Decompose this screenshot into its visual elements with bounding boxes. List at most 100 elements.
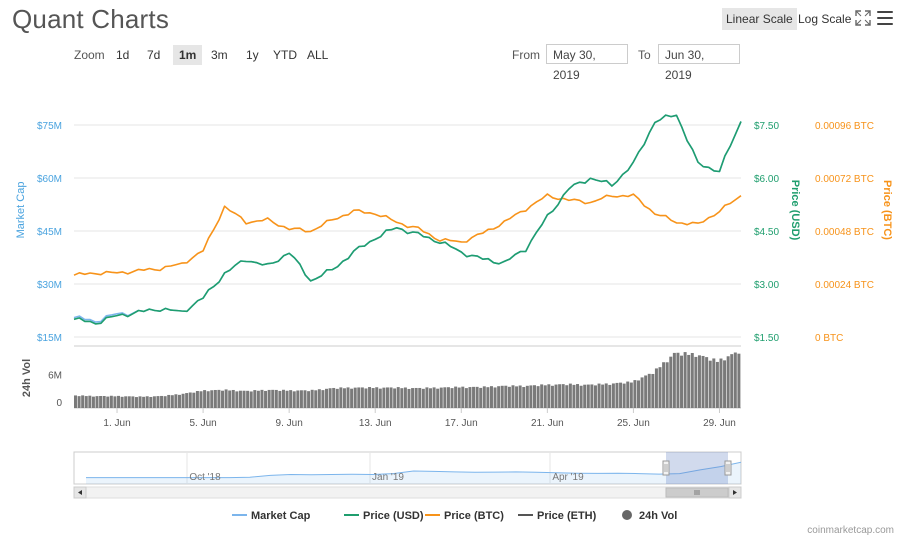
volume-bar [152,396,156,408]
legend-item[interactable]: 24h Vol [622,510,677,522]
volume-bar [289,390,293,408]
zoom-label: Zoom [74,48,105,62]
volume-bar [74,395,77,408]
zoom-button-1m[interactable]: 1m [173,45,203,65]
volume-bar [127,396,131,408]
volume-bar [457,387,461,408]
scroll-right-icon [733,490,737,495]
legend-item[interactable]: Price (ETH) [518,510,597,522]
legend-item[interactable]: Price (BTC) [425,510,504,522]
volume-bar [378,388,382,408]
volume-bar [325,388,329,408]
volume-bar [167,394,171,408]
volume-bar [547,384,551,408]
navigator-frame [73,451,742,485]
volume-bar [350,388,354,408]
volume-bar [701,355,705,408]
volume-bar [407,388,411,408]
legend-label: Price (BTC) [444,510,504,522]
price-usd-line [73,114,742,325]
legend-item[interactable]: Market Cap [232,510,311,522]
volume-bar [256,390,260,408]
navigator-line [86,461,742,479]
volume-bar [142,396,146,408]
volume-bar [339,387,343,408]
volume-bar [199,391,203,408]
volume-bar [253,390,257,408]
fullscreen-icon[interactable] [855,10,871,26]
volume-bar [195,391,199,408]
volume-bar [694,356,698,408]
volume-bar [558,384,562,408]
volume-bar [446,387,450,408]
zoom-button-1d[interactable]: 1d [116,48,130,62]
volume-bar [665,362,669,408]
navigator-label: Oct '18 [189,472,221,483]
menu-icon[interactable] [877,11,893,25]
volume-bar [192,392,196,408]
volume-bar [113,396,117,408]
volume-bar [479,387,483,408]
price-btc-tick-label: 0.00024 BTC [815,280,874,291]
volume-bar [730,354,734,408]
navigator-handle[interactable] [662,460,670,476]
volume-bar [644,375,648,408]
x-tick-label: 1. Jun [103,418,130,429]
price-btc-tick-label: 0.00048 BTC [815,227,874,238]
volume-bar [228,390,232,408]
volume-bar [170,395,174,408]
volume-bar [274,389,278,408]
volume-bar [601,384,605,408]
price-usd-tick-label: $1.50 [754,333,779,344]
price-btc-tick-label: 0.00072 BTC [815,174,874,185]
volume-bar [719,358,723,408]
volume-bar [482,386,486,408]
x-tick-label: 9. Jun [276,418,303,429]
price-usd-tick-label: $7.50 [754,121,779,132]
volume-bar [264,390,268,408]
volume-bar [389,387,393,408]
market-cap-axis-label: Market Cap [15,182,27,239]
volume-bar [160,395,164,408]
volume-bar [281,389,285,408]
volume-bar [647,373,651,408]
volume-bar [543,385,547,408]
from-date-input[interactable]: May 30, 2019 [546,44,628,82]
volume-bar [493,387,497,408]
to-date-input[interactable]: Jun 30, 2019 [658,44,740,82]
zoom-button-1y[interactable]: 1y [246,48,259,62]
zoom-button-7d[interactable]: 7d [147,48,161,62]
volume-bar [590,384,594,408]
volume-bar [124,396,128,408]
navigator-area [86,462,741,484]
log-scale-button[interactable]: Log Scale [798,12,852,26]
volume-bar [572,384,576,408]
volume-bar [576,384,580,408]
volume-bar [99,396,103,408]
volume-bar [174,394,178,408]
volume-bar [550,385,554,408]
volume-bar [436,388,440,408]
volume-bar [705,357,709,408]
volume-bar [676,352,680,408]
market-cap-tick-label: $60M [37,174,62,185]
legend-item[interactable]: Price (USD) [344,510,424,522]
volume-bar [733,352,737,408]
volume-bar [425,387,429,408]
legend-symbol [622,510,632,520]
navigator-handle[interactable] [724,460,732,476]
volume-bar [188,392,192,408]
volume-bar [364,388,368,408]
zoom-button-all[interactable]: ALL [307,48,329,62]
volume-bar [690,352,694,408]
linear-scale-button[interactable]: Linear Scale [722,8,797,30]
credit-text[interactable]: coinmarketcap.com [807,525,894,536]
volume-bar [504,385,508,408]
volume-bar [411,388,415,408]
volume-bar [522,387,526,408]
market-cap-tick-label: $15M [37,333,62,344]
zoom-button-ytd[interactable]: YTD [273,48,297,62]
volume-bar [583,384,587,408]
volume-bar [292,391,296,408]
zoom-button-3m[interactable]: 3m [211,48,228,62]
